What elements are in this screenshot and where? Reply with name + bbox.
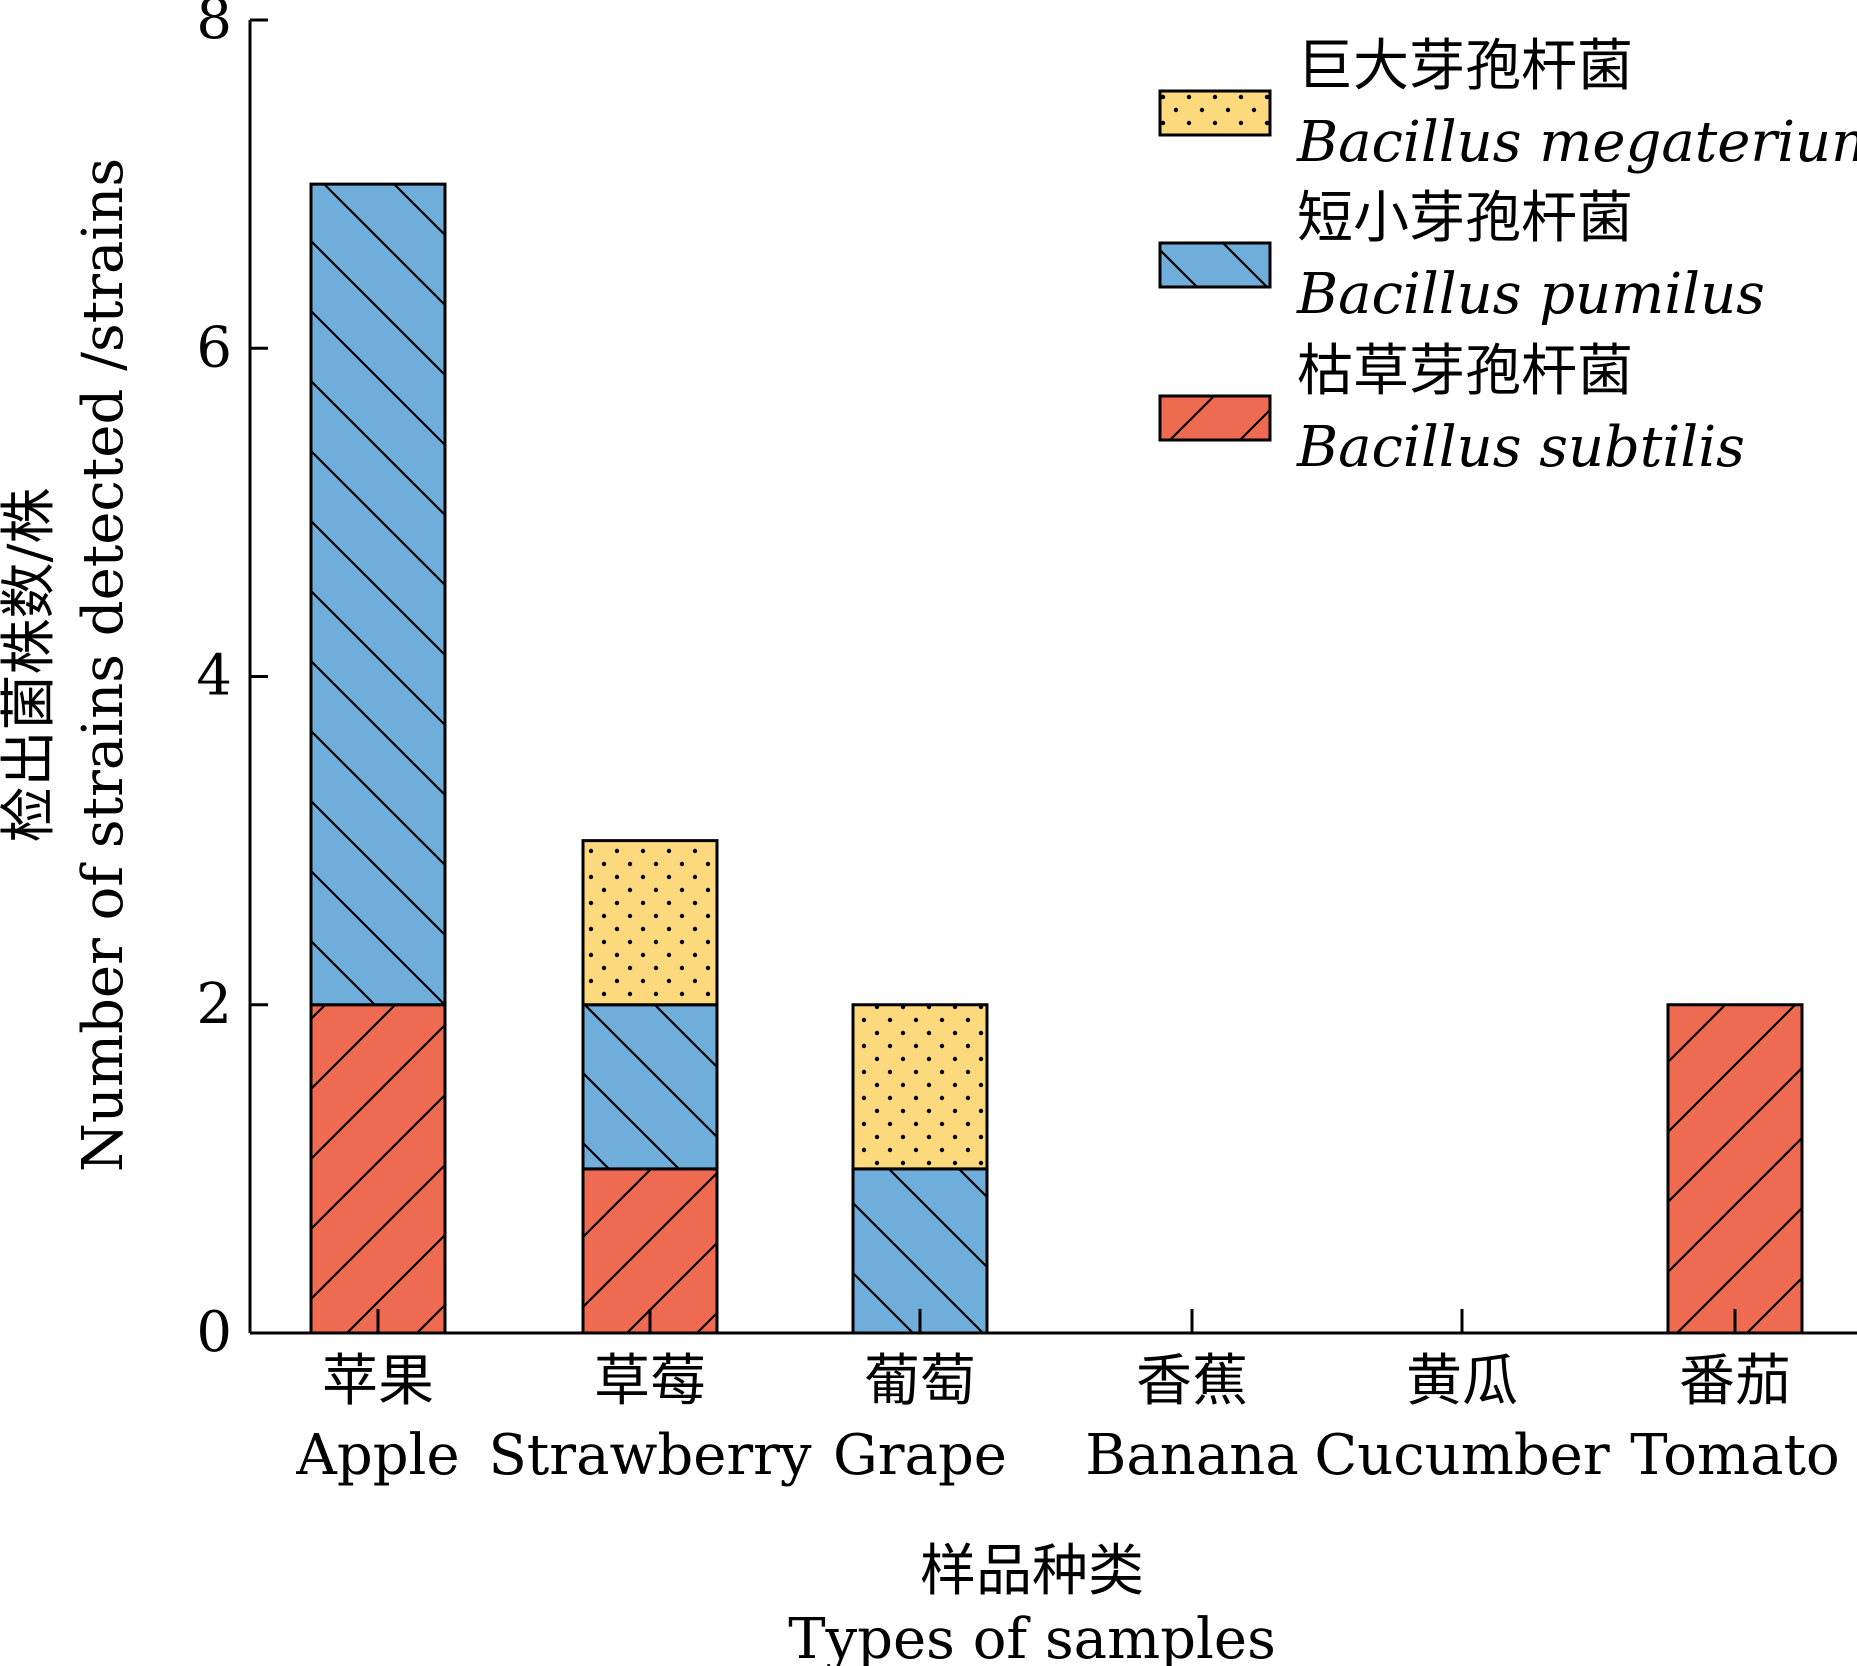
bar-segment [851, 1003, 989, 1171]
x-tick-label-en: Banana [1085, 1423, 1298, 1488]
x-tick-label-zh: 草莓 [594, 1349, 706, 1414]
x-tick-label-en: Grape [833, 1423, 1007, 1488]
bar-segment [581, 1003, 719, 1171]
x-tick-label-zh: 黄瓜 [1406, 1349, 1518, 1414]
x-tick-label-zh: 番茄 [1679, 1349, 1791, 1414]
x-tick-label-en: Apple [295, 1423, 459, 1488]
legend-label-en: Bacillus megaterium [1296, 110, 1857, 175]
legend-item: 短小芽孢杆菌 Bacillus pumilus [1158, 186, 1765, 327]
legend-item: 巨大芽孢杆菌 Bacillus megaterium [1158, 34, 1857, 175]
bar-segment [1666, 1003, 1804, 1335]
x-tick-label-zh: 香蕉 [1136, 1349, 1248, 1414]
bar-segment [309, 182, 447, 1007]
x-tick-label-zh: 葡萄 [864, 1349, 976, 1414]
y-ticks: 0 2 4 6 8 [196, 0, 268, 1365]
bar-segment [581, 839, 719, 1007]
bar-segment [309, 1003, 447, 1335]
legend-label-en: Bacillus subtilis [1296, 415, 1745, 480]
y-axis-title-zh: 检出菌株数/株 [0, 488, 62, 843]
legend-label-zh: 短小芽孢杆菌 [1297, 186, 1633, 251]
legend: 巨大芽孢杆菌 Bacillus megaterium 短小芽孢杆菌 Bacillus … [1158, 34, 1857, 480]
x-tick-label-en: Tomato [1630, 1423, 1839, 1488]
x-ticks: 苹果 Apple 草莓 Strawberry 葡萄 Grape 香蕉 Banana 黄瓜 Cucu… [295, 1309, 1840, 1488]
legend-item: 枯草芽孢杆菌 Bacillus subtilis [1158, 339, 1745, 480]
y-axis-title: Number of strains detected /strains [71, 158, 136, 1172]
y-tick-label: 6 [196, 315, 232, 380]
x-tick-label-en: Cucumber [1314, 1423, 1609, 1488]
y-tick-label: 0 [196, 1300, 232, 1365]
legend-label-en: Bacillus pumilus [1296, 262, 1765, 327]
y-tick-label: 8 [196, 0, 232, 52]
x-axis-title: Types of samples [788, 1607, 1276, 1666]
y-tick-label: 2 [196, 972, 232, 1037]
legend-label-zh: 巨大芽孢杆菌 [1297, 34, 1633, 99]
bar-series-group [309, 182, 1804, 1335]
x-tick-label-zh: 苹果 [322, 1349, 434, 1414]
bar-segment [581, 1167, 719, 1335]
x-tick-label-en: Strawberry [488, 1423, 811, 1488]
legend-label-zh: 枯草芽孢杆菌 [1297, 339, 1633, 404]
bar-segment [851, 1167, 989, 1335]
x-axis-title-zh: 样品种类 [920, 1539, 1144, 1604]
y-tick-label: 4 [196, 644, 232, 709]
